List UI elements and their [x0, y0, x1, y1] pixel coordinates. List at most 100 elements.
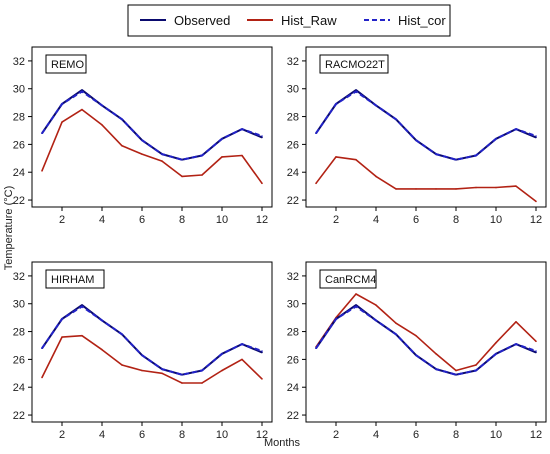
series-line-observed [41, 89, 263, 161]
data-point-hist-raw [41, 376, 43, 379]
data-point-hist-raw [41, 170, 43, 172]
data-point-hist-cor [101, 104, 103, 107]
data-point-hist-cor [335, 103, 337, 105]
legend-label: Hist_Raw [281, 13, 337, 28]
data-point-hist-cor [415, 139, 417, 142]
data-point-hist-raw [355, 293, 357, 295]
data-point-observed [355, 304, 357, 306]
data-point-observed [535, 351, 537, 354]
panel-label-box [45, 269, 105, 289]
series-line-hist-raw [315, 156, 537, 203]
panel-label-box [45, 54, 87, 74]
data-point-hist-cor [81, 305, 83, 308]
data-point-hist-cor [315, 132, 317, 135]
data-point-hist-raw [121, 144, 123, 147]
y-tick-label: 26 [287, 354, 299, 366]
data-point-hist-raw [121, 364, 123, 366]
data-point-hist-raw [335, 156, 337, 158]
data-point-hist-cor [415, 354, 417, 357]
data-point-hist-cor [41, 132, 43, 135]
data-point-hist-cor [495, 138, 497, 140]
y-tick-label: 30 [13, 84, 25, 96]
y-tick-label: 24 [287, 382, 299, 394]
data-point-hist-cor [221, 138, 223, 140]
data-point-hist-cor [355, 305, 357, 308]
y-tick-label: 32 [13, 56, 25, 68]
x-tick-label: 10 [490, 214, 502, 226]
data-point-hist-cor [61, 103, 63, 105]
data-point-hist-cor [375, 319, 377, 322]
data-point-hist-raw [375, 175, 377, 178]
data-point-hist-cor [141, 354, 143, 357]
data-point-hist-raw [261, 378, 263, 380]
data-point-hist-raw [355, 158, 357, 161]
x-tick-label: 2 [333, 214, 339, 226]
y-tick-label: 28 [13, 327, 25, 339]
y-tick-label: 28 [13, 112, 25, 124]
series-line-hist-cor [315, 90, 537, 161]
legend-label: Observed [174, 13, 230, 28]
data-point-hist-cor [41, 347, 43, 350]
data-point-hist-raw [535, 340, 537, 343]
data-point-hist-cor [535, 350, 537, 352]
data-point-hist-raw [101, 348, 103, 351]
y-tick-label: 26 [287, 139, 299, 151]
y-axis-title: Temperature (°C) [3, 186, 15, 270]
series-line-hist-cor [41, 90, 263, 161]
x-tick-label: 6 [139, 214, 145, 226]
data-point-hist-cor [61, 318, 63, 320]
data-point-hist-cor [201, 154, 203, 157]
y-tick-label: 22 [13, 195, 25, 207]
x-tick-label: 6 [413, 429, 419, 441]
data-point-hist-raw [221, 369, 223, 372]
y-tick-label: 24 [287, 167, 299, 179]
data-point-hist-cor [435, 153, 437, 155]
data-point-hist-raw [435, 188, 437, 190]
data-point-hist-cor [455, 373, 457, 376]
data-point-observed [261, 351, 263, 354]
data-point-hist-cor [221, 353, 223, 355]
data-point-hist-raw [201, 174, 203, 176]
x-tick-label: 12 [530, 214, 542, 226]
series-line-observed [315, 304, 537, 376]
x-tick-label: 4 [99, 429, 105, 441]
data-point-hist-raw [81, 108, 83, 111]
data-point-hist-cor [161, 153, 163, 155]
y-tick-label: 22 [287, 195, 299, 207]
series-line-observed [315, 89, 537, 161]
data-point-hist-cor [375, 104, 377, 107]
data-point-hist-raw [61, 336, 63, 338]
panel-frame [305, 46, 547, 208]
series-line-hist-raw [315, 293, 537, 372]
data-point-hist-cor [395, 118, 397, 121]
data-point-hist-raw [161, 160, 163, 162]
data-point-hist-raw [475, 364, 477, 366]
data-point-hist-cor [261, 350, 263, 352]
data-point-hist-cor [121, 118, 123, 121]
panel-frame [31, 261, 273, 423]
x-tick-label: 2 [333, 429, 339, 441]
legend-box [127, 4, 451, 37]
data-point-hist-cor [475, 369, 477, 372]
y-tick-label: 22 [13, 410, 25, 422]
panel-title: REMO [51, 59, 84, 71]
data-point-observed [81, 89, 83, 91]
data-point-hist-raw [535, 200, 537, 203]
x-tick-label: 6 [139, 429, 145, 441]
y-tick-label: 32 [287, 56, 299, 68]
x-tick-label: 4 [373, 429, 379, 441]
x-tick-label: 12 [530, 429, 542, 441]
data-point-hist-cor [435, 368, 437, 370]
data-point-hist-raw [315, 182, 317, 185]
data-point-hist-cor [355, 90, 357, 93]
data-point-observed [261, 136, 263, 139]
data-point-hist-cor [181, 373, 183, 376]
x-tick-label: 10 [216, 214, 228, 226]
legend-label: Hist_cor [398, 13, 446, 28]
panel-label-box [319, 269, 377, 289]
data-point-hist-raw [495, 341, 497, 344]
x-tick-label: 8 [453, 429, 459, 441]
data-point-hist-raw [141, 369, 143, 372]
data-point-hist-cor [515, 128, 517, 130]
